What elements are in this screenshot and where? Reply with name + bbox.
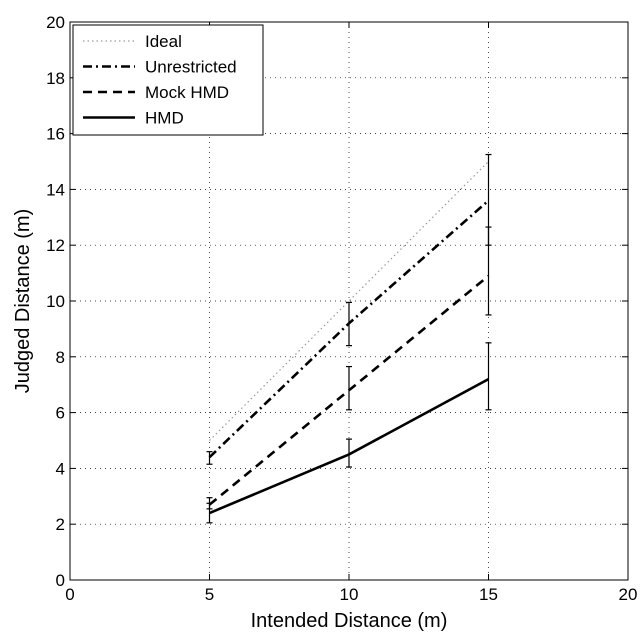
legend-label: Ideal [145,32,182,51]
x-tick-label: 20 [619,585,638,604]
x-tick-label: 15 [479,585,498,604]
legend-label: HMD [145,109,184,128]
error-bar [206,502,213,524]
y-tick-label: 10 [46,292,65,311]
error-bar [346,365,352,411]
error-bar [485,226,492,316]
error-bar [206,451,213,465]
y-tick-label: 0 [56,571,65,590]
y-tick-label: 18 [46,69,65,88]
y-tick-label: 2 [56,515,65,534]
series-ideal [208,161,489,442]
error-bar [346,438,352,468]
error-bar [485,342,492,411]
series-hmd [206,342,492,524]
y-tick-label: 12 [46,236,65,255]
error-bar [346,301,352,347]
y-axis-label: Judged Distance (m) [12,209,34,394]
series-line [209,161,489,441]
x-tick-label: 0 [65,585,74,604]
legend-label: Mock HMD [145,83,229,102]
legend: Ideal Unrestricted Mock HMD HMD [72,24,264,136]
x-tick-label: 5 [205,585,214,604]
y-tick-label: 14 [46,180,65,199]
legend-label: Unrestricted [145,58,237,77]
y-tick-label: 4 [56,459,65,478]
grid [70,22,628,580]
data-point [208,439,211,442]
y-tick-label: 20 [46,13,65,32]
y-tick-label: 16 [46,125,65,144]
y-tick-label: 6 [56,404,65,423]
series-layer [206,153,492,524]
x-tick-label: 10 [340,585,359,604]
series-mock-hmd [206,226,492,510]
x-axis-label: Intended Distance (m) [251,610,448,632]
y-tick-label: 8 [56,348,65,367]
